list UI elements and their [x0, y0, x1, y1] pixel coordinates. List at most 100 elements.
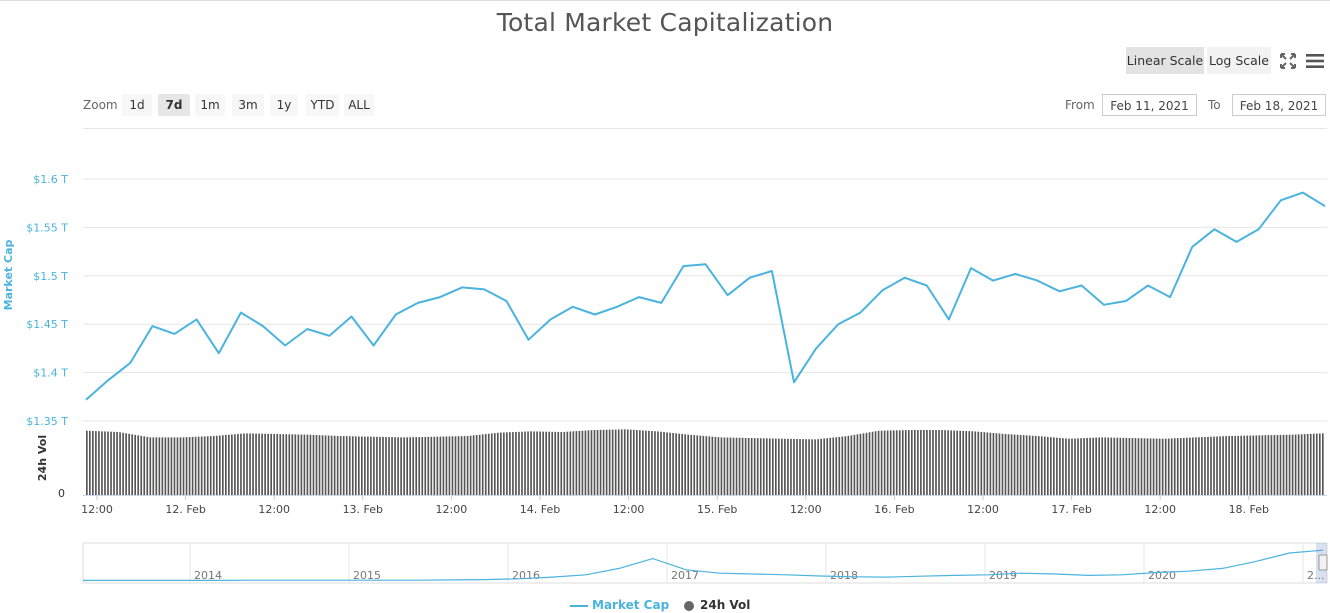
- volume-bar: [1216, 436, 1218, 495]
- zoom-label: Zoom: [83, 98, 118, 112]
- volume-bar: [1258, 435, 1261, 495]
- volume-bar: [868, 432, 871, 495]
- volume-bar: [1267, 435, 1270, 495]
- volume-bar: [983, 432, 986, 495]
- x-tick-label: 16. Feb: [874, 503, 914, 516]
- legend-market-cap[interactable]: Market Cap: [570, 598, 669, 612]
- linear-scale-button[interactable]: Linear Scale: [1126, 47, 1204, 74]
- volume-bar: [977, 431, 980, 495]
- volume-bar: [394, 437, 396, 495]
- volume-bar: [475, 435, 478, 495]
- volume-bar: [799, 439, 801, 495]
- volume-bar: [137, 435, 140, 495]
- volume-bar: [1031, 435, 1034, 495]
- volume-bar: [270, 433, 272, 495]
- volume-bar: [542, 431, 544, 495]
- volume-bar: [1243, 435, 1246, 495]
- volume-bar: [518, 431, 520, 495]
- volume-bar: [871, 431, 874, 495]
- volume-bar: [1140, 438, 1143, 495]
- zoom-3m-button[interactable]: 3m: [232, 94, 264, 116]
- volume-bar: [880, 430, 883, 495]
- volume-bar: [1167, 438, 1170, 495]
- volume-bar: [642, 430, 644, 495]
- volume-bar: [234, 434, 236, 495]
- toolbar-separator: [83, 128, 1327, 129]
- volume-bar: [929, 430, 931, 495]
- x-tick-label: 12:00: [790, 503, 822, 516]
- volume-bar: [1288, 434, 1291, 495]
- zoom-1m-button[interactable]: 1m: [195, 94, 225, 116]
- volume-bar: [421, 436, 424, 495]
- volume-bar: [1306, 434, 1309, 495]
- fullscreen-icon[interactable]: [1279, 52, 1297, 70]
- volume-bar: [131, 434, 133, 495]
- volume-bar: [1077, 438, 1079, 495]
- volume-bar: [509, 432, 511, 495]
- zoom-ytd-button[interactable]: YTD: [306, 94, 339, 116]
- zoom-7d-button[interactable]: 7d: [158, 94, 190, 116]
- volume-bar: [705, 436, 708, 495]
- volume-bar: [285, 434, 288, 495]
- zoom-all-button[interactable]: ALL: [344, 94, 374, 116]
- volume-bar: [602, 429, 605, 495]
- volume-bar: [1043, 436, 1046, 495]
- legend-24h-vol[interactable]: 24h Vol: [684, 598, 750, 612]
- volume-bar: [1195, 437, 1197, 495]
- volume-bar: [693, 435, 696, 495]
- volume-bar: [729, 437, 732, 495]
- volume-bar: [950, 430, 952, 495]
- y-tick-label: $1.55 T: [26, 221, 68, 234]
- volume-bar: [400, 437, 402, 495]
- volume-bar: [240, 433, 242, 495]
- volume-bar: [660, 431, 662, 495]
- volume-bar: [914, 430, 916, 495]
- volume-bar: [503, 432, 505, 495]
- x-tick-label: 12:00: [967, 503, 999, 516]
- volume-bar: [388, 437, 390, 495]
- volume-bar: [850, 435, 853, 495]
- volume-bar: [666, 432, 668, 495]
- volume-bar: [98, 431, 100, 495]
- volume-bar: [663, 432, 665, 495]
- market-cap-line[interactable]: [85, 191, 1326, 401]
- to-date-input[interactable]: Feb 18, 2021: [1232, 94, 1326, 116]
- volume-bar: [1285, 434, 1288, 495]
- volume-bar: [119, 432, 121, 495]
- volume-bar: [1207, 436, 1209, 495]
- volume-bar: [590, 430, 593, 495]
- x-tick-label: 12:00: [1144, 503, 1176, 516]
- volume-bar: [424, 436, 427, 495]
- volume-bar: [140, 435, 143, 495]
- volume-bar: [116, 431, 118, 495]
- volume-bar: [466, 435, 469, 495]
- volume-bar: [901, 430, 904, 495]
- log-scale-button[interactable]: Log Scale: [1207, 47, 1271, 74]
- zoom-1y-button[interactable]: 1y: [270, 94, 298, 116]
- volume-bar: [1158, 438, 1161, 495]
- volume-bar: [823, 438, 826, 495]
- volume-bar: [427, 436, 430, 495]
- volume-bar: [539, 431, 541, 495]
- volume-bar: [107, 431, 109, 495]
- volume-bar: [1297, 434, 1300, 495]
- hamburger-menu-icon[interactable]: [1305, 53, 1325, 69]
- volume-bar: [297, 434, 300, 495]
- volume-bar: [170, 437, 173, 495]
- volume-bar: [1089, 437, 1091, 495]
- zoom-1d-button[interactable]: 1d: [122, 94, 152, 116]
- navigator-handle[interactable]: [1318, 554, 1328, 571]
- volume-bar: [1152, 438, 1155, 495]
- volume-bar: [1264, 435, 1267, 495]
- from-date-input[interactable]: Feb 11, 2021: [1102, 94, 1197, 116]
- volume-bar: [545, 431, 547, 495]
- volume-bar: [1249, 435, 1252, 495]
- volume-bar: [1013, 434, 1016, 495]
- volume-bar: [228, 434, 230, 495]
- volume-bar: [1053, 437, 1055, 495]
- volume-bar: [179, 437, 182, 495]
- volume-bar: [261, 433, 263, 495]
- volume-bar: [1179, 438, 1182, 495]
- volume-bar: [820, 438, 822, 495]
